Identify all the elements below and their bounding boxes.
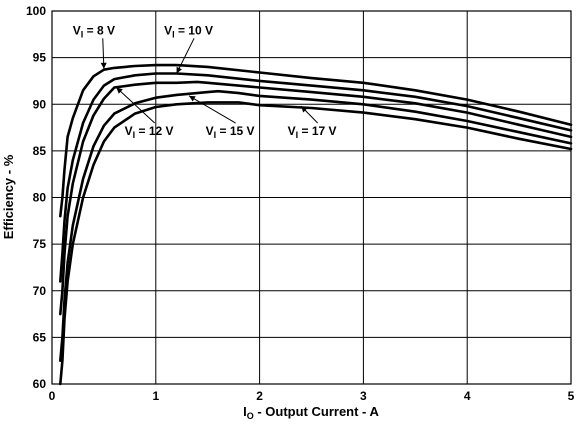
annotation-leader [116, 87, 156, 124]
annotation-arrowhead [100, 62, 107, 69]
y-tick-labels: 60 65 70 75 80 85 90 95 100 [26, 4, 46, 391]
y-tick-label: 95 [33, 51, 47, 65]
x-axis-label: IO - Output Current - A [243, 404, 379, 421]
y-tick-label: 80 [33, 191, 47, 205]
annotation-leader [176, 38, 195, 74]
series-line-2 [59, 80, 573, 316]
series-label-0: VI = 8 V [73, 23, 115, 39]
series-line-1 [59, 72, 573, 283]
series-line-4 [59, 101, 573, 386]
x-tick-label: 1 [152, 389, 159, 403]
series-curves [59, 63, 573, 386]
series-label-2: VI = 12 V [125, 124, 174, 140]
series-line-3 [59, 89, 573, 362]
x-tick-label: 3 [360, 389, 367, 403]
x-tick-label: 2 [256, 389, 263, 403]
annotation-arrowhead [176, 66, 182, 74]
series-label-3: VI = 15 V [206, 124, 255, 140]
x-tick-labels: 0 1 2 3 4 5 [49, 389, 575, 403]
y-axis-label: Efficiency - % [1, 154, 16, 239]
series-label-4: VI = 17 V [288, 124, 337, 140]
y-tick-label: 75 [33, 237, 47, 251]
y-tick-label: 100 [26, 4, 46, 18]
curve-annotations: VI = 8 V VI = 10 V VI = 12 V VI = 15 V VI = … [73, 23, 337, 140]
x-tick-label: 5 [568, 389, 575, 403]
series-label-1: VI = 10 V [164, 23, 213, 39]
annotation-leader [188, 95, 236, 124]
annotation-arrowhead [301, 106, 308, 113]
y-tick-label: 60 [33, 377, 47, 391]
annotation-arrowhead [116, 87, 123, 94]
y-tick-label: 85 [33, 144, 47, 158]
y-tick-label: 65 [33, 330, 47, 344]
y-tick-label: 70 [33, 284, 47, 298]
x-tick-label: 4 [464, 389, 471, 403]
annotation-arrowhead [189, 95, 196, 102]
series-line-0 [59, 63, 573, 218]
y-tick-label: 90 [33, 97, 47, 111]
x-tick-label: 0 [49, 389, 56, 403]
